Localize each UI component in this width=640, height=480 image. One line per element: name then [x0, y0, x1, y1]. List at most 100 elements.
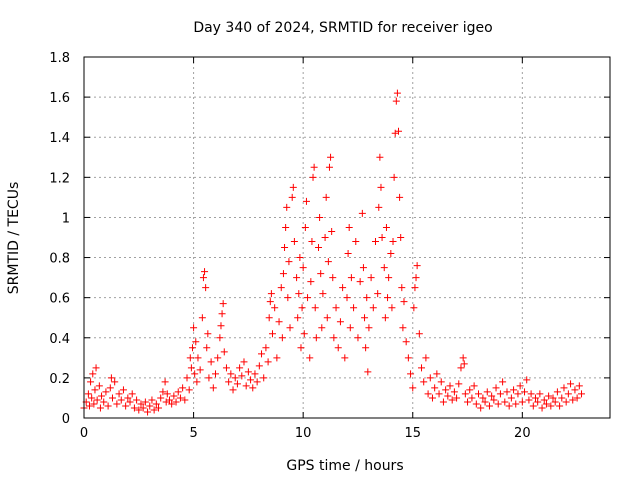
data-point	[316, 213, 324, 221]
data-point	[538, 404, 546, 412]
data-point	[157, 394, 165, 402]
data-point	[290, 238, 298, 246]
data-point	[113, 400, 121, 408]
data-point	[285, 258, 293, 266]
data-point	[569, 396, 577, 404]
x-tick-label: 20	[514, 426, 531, 441]
data-point	[345, 223, 353, 231]
data-point	[186, 354, 194, 362]
data-point	[137, 400, 145, 408]
data-point	[107, 374, 115, 382]
data-point	[475, 390, 482, 398]
data-point	[135, 406, 143, 414]
data-point	[212, 370, 219, 378]
y-axis-label: SRMTID / TECUs	[6, 182, 22, 295]
data-point	[352, 238, 360, 246]
data-point	[194, 354, 202, 362]
data-point	[323, 314, 331, 322]
data-point	[442, 386, 450, 394]
data-point	[556, 402, 564, 410]
data-point	[193, 378, 201, 386]
data-point	[501, 398, 509, 406]
data-point	[514, 390, 522, 398]
data-point	[422, 354, 430, 362]
data-point	[93, 396, 101, 404]
data-point	[282, 223, 290, 231]
data-point	[159, 388, 167, 396]
data-point	[84, 390, 92, 398]
data-point	[161, 378, 169, 386]
data-point	[396, 193, 404, 201]
data-point	[531, 394, 539, 402]
data-point	[218, 310, 226, 318]
data-point	[172, 398, 180, 406]
data-point	[150, 406, 158, 414]
data-point	[179, 384, 187, 392]
data-point	[364, 368, 372, 376]
data-point	[216, 334, 224, 342]
data-point	[264, 358, 272, 366]
data-point	[527, 390, 535, 398]
y-tick-label: 0.6	[49, 292, 70, 307]
data-point	[271, 304, 279, 312]
data-point	[277, 284, 285, 292]
data-point	[341, 354, 349, 362]
data-point	[575, 382, 583, 390]
data-point	[190, 324, 198, 332]
data-point	[412, 274, 420, 282]
data-point	[339, 284, 347, 292]
data-point	[356, 278, 364, 286]
data-point	[209, 384, 217, 392]
data-point	[187, 364, 195, 372]
data-point	[233, 380, 241, 388]
data-point	[222, 364, 230, 372]
x-tick-label: 10	[295, 426, 312, 441]
data-point	[324, 258, 332, 266]
data-point	[418, 364, 426, 372]
data-point	[332, 304, 340, 312]
data-point	[496, 390, 504, 398]
data-point	[393, 89, 401, 97]
data-point	[479, 394, 487, 402]
data-point	[201, 268, 209, 276]
data-point	[296, 254, 304, 262]
data-point	[362, 344, 370, 352]
data-point	[325, 163, 333, 171]
data-point	[545, 392, 553, 400]
data-point	[163, 390, 171, 398]
data-point	[191, 370, 199, 378]
data-point	[111, 378, 119, 386]
data-point	[279, 270, 287, 278]
data-point	[115, 390, 123, 398]
data-point	[553, 388, 561, 396]
data-point	[410, 304, 418, 312]
data-point	[507, 394, 515, 402]
data-point	[104, 402, 112, 410]
y-tick-label: 1.8	[49, 51, 70, 66]
data-point	[258, 350, 266, 358]
y-tick-label: 0	[62, 412, 70, 427]
data-point	[485, 402, 493, 410]
data-point	[247, 376, 255, 384]
data-point	[347, 274, 355, 282]
data-point	[488, 392, 496, 400]
data-point	[494, 400, 502, 408]
data-point	[146, 402, 154, 410]
data-point	[457, 364, 465, 372]
data-point	[334, 344, 342, 352]
data-point	[363, 294, 371, 302]
data-point	[365, 324, 373, 332]
data-point	[551, 398, 559, 406]
data-point	[525, 396, 533, 404]
data-point	[389, 238, 397, 246]
data-point	[295, 290, 303, 298]
data-point	[385, 274, 393, 282]
data-point	[317, 270, 325, 278]
data-point	[392, 97, 400, 105]
data-point	[249, 384, 257, 392]
data-point	[168, 400, 176, 408]
data-point	[318, 324, 326, 332]
data-point	[402, 338, 410, 346]
data-point	[375, 203, 383, 211]
data-point	[510, 386, 518, 394]
